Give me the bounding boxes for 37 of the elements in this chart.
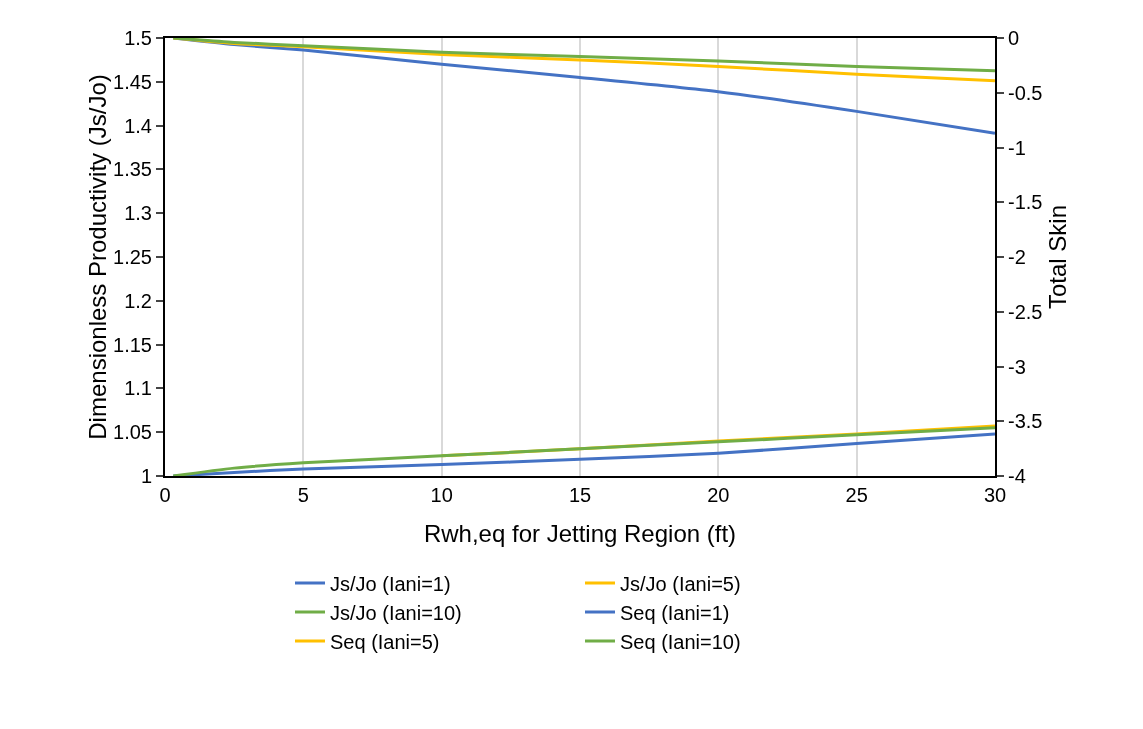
legend-label: Js/Jo (Iani=1) — [330, 572, 451, 595]
y-tick-label: 1 — [140, 465, 152, 487]
y-tick-label: 1.25 — [113, 246, 152, 268]
x-axis-title: Rwh,eq for Jetting Region (ft) — [423, 519, 737, 547]
y2-tick-label: -4 — [1008, 465, 1026, 487]
legend-label: Seq (Iani=5) — [330, 630, 440, 653]
y2-tick-label: -2 — [1008, 246, 1026, 268]
y2-axis-title: Total Skin — [1044, 204, 1072, 310]
y2-tick-label: -3.5 — [1008, 410, 1043, 433]
y2-tick-label: -0.5 — [1008, 81, 1043, 104]
x-tick-label: 15 — [568, 484, 592, 506]
y-tick-label: 1.35 — [113, 158, 152, 181]
y2-tick-label: 0 — [1008, 27, 1020, 49]
y-tick-label: 1.2 — [124, 289, 152, 312]
y2-tick-label: -1.5 — [1008, 191, 1043, 214]
y2-tick-label: -2.5 — [1008, 300, 1043, 323]
x-tick-label: 10 — [430, 484, 453, 506]
legend-label: Js/Jo (Iani=10) — [330, 601, 462, 624]
y-tick-label: 1.1 — [124, 377, 152, 400]
x-tick-label: 30 — [983, 484, 1007, 506]
y-tick-label: 1.3 — [124, 202, 152, 225]
y-axis-title: Dimensionless Productivity (Js/Jo) — [84, 74, 111, 440]
y2-tick-label: -3 — [1008, 355, 1026, 378]
y-tick-label: 1.4 — [124, 114, 152, 137]
legend-label: Seq (Iani=10) — [620, 630, 741, 653]
legend-label: Js/Jo (Iani=5) — [620, 572, 741, 595]
y-tick-label: 1.05 — [113, 421, 152, 444]
y-tick-label: 1.45 — [113, 70, 152, 93]
y2-tick-label: -1 — [1008, 136, 1026, 159]
y-tick-label: 1.15 — [113, 333, 152, 356]
line-series — [171, 38, 995, 73]
y-tick-label: 1.5 — [124, 27, 152, 49]
x-tick-label: 0 — [159, 484, 171, 506]
legend-label: Seq (Iani=1) — [620, 601, 730, 624]
x-tick-label: 25 — [845, 484, 868, 506]
x-tick-label: 20 — [707, 484, 730, 506]
x-tick-label: 5 — [297, 484, 309, 506]
